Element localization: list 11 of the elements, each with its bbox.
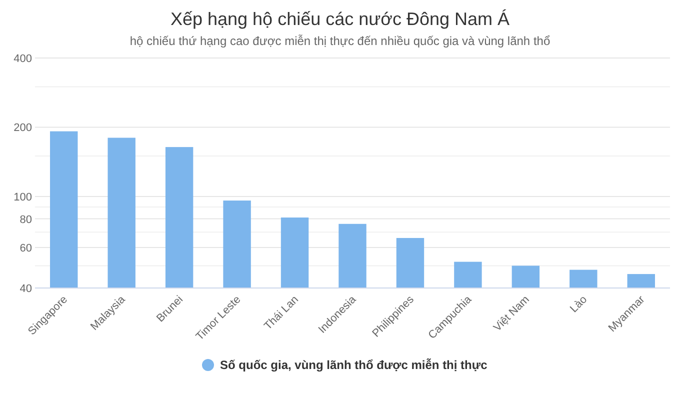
y-tick-label: 100 (14, 191, 32, 204)
y-tick-label: 80 (20, 214, 32, 226)
y-tick-label: 40 (20, 283, 32, 295)
legend-label: Số quốc gia, vùng lãnh thổ được miễn thị thực (220, 358, 488, 372)
y-tick-label: 400 (14, 53, 32, 65)
y-tick-label: 200 (14, 122, 32, 134)
chart-title: Xếp hạng hộ chiếu các nước Đông Nam Á (170, 9, 510, 29)
chart-subtitle: hộ chiếu thứ hạng cao được miễn thị thực đến nhiều quốc gia và vùng lãnh thổ (130, 34, 550, 48)
x-tick-label: Lào (568, 294, 590, 316)
x-tick-label: Thái Lan (262, 294, 301, 332)
y-tick-label: 60 (20, 242, 32, 254)
